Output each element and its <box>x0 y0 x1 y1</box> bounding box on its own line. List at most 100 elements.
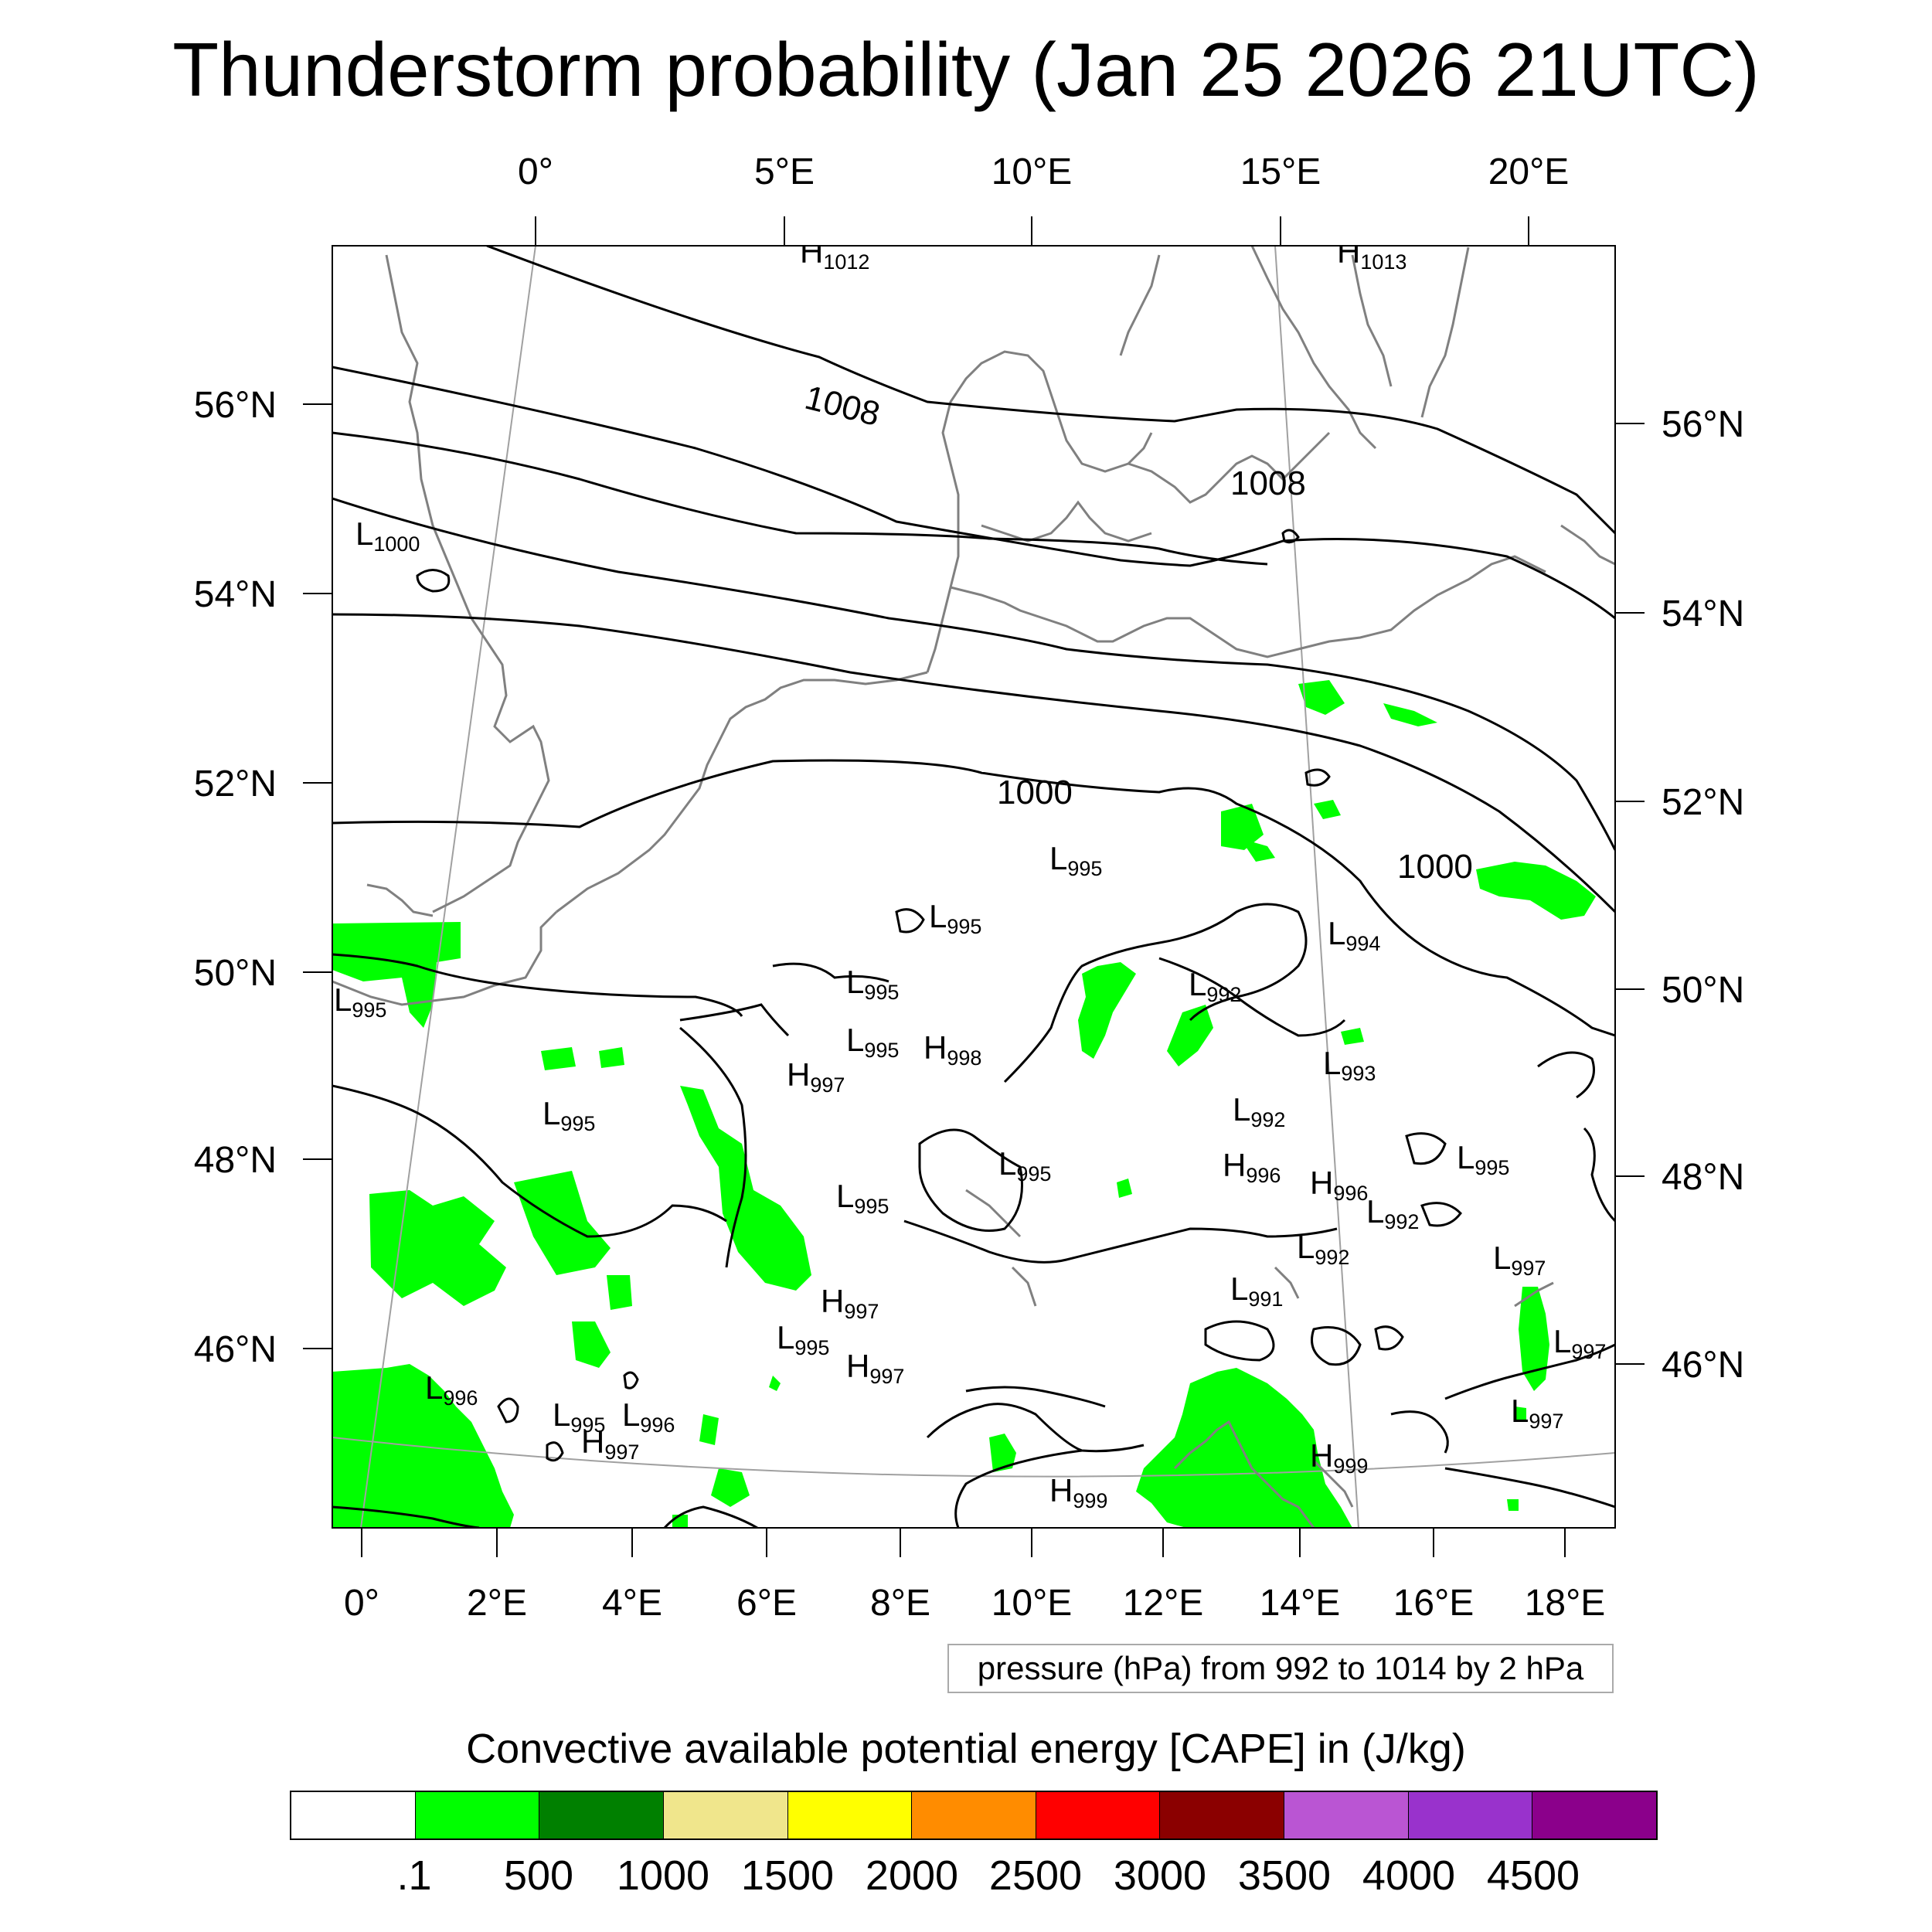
pressure-center-label: L994 <box>1328 915 1380 955</box>
pressure-center-label: L995 <box>846 1022 899 1062</box>
pressure-center-label: H1012 <box>800 233 869 274</box>
colorbar-box <box>291 1792 416 1838</box>
left-lat-label: 48°N <box>194 1140 277 1181</box>
pressure-center-label: L992 <box>1189 966 1241 1006</box>
pressure-center-label: L996 <box>425 1369 478 1410</box>
top-lon-label: 0° <box>518 151 553 192</box>
colorbar-box <box>1532 1792 1657 1838</box>
pressure-center-label: L995 <box>777 1319 829 1359</box>
pressure-center-label: L995 <box>836 1178 889 1218</box>
bottom-lon-label: 6°E <box>736 1583 797 1624</box>
colorbar-label: 2500 <box>988 1852 1083 1899</box>
isobar-label: 1000 <box>1397 848 1473 886</box>
colorbar-label: 1000 <box>616 1852 710 1899</box>
left-lat-label: 54°N <box>194 574 277 615</box>
isobar-label: 1008 <box>1230 464 1306 502</box>
pressure-center-label: L1000 <box>355 515 420 556</box>
bottom-lon-label: 10°E <box>992 1583 1073 1624</box>
pressure-center-label: L995 <box>1457 1139 1509 1179</box>
pressure-center-label: L995 <box>998 1145 1051 1185</box>
left-latitude-labels: 56°N 54°N 52°N 50°N 48°N 46°N <box>194 385 277 1370</box>
colorbar-label: 1500 <box>740 1852 835 1899</box>
bottom-lon-label: 8°E <box>870 1583 930 1624</box>
isobar-label: 1000 <box>997 774 1073 811</box>
page-title: Thunderstorm probability (Jan 25 2026 21… <box>172 27 1760 112</box>
cape-shading <box>332 680 1596 1528</box>
pressure-center-label: H999 <box>1049 1472 1107 1512</box>
top-lon-label: 20°E <box>1488 151 1570 192</box>
contour-info-label: pressure (hPa) from 992 to 1014 by 2 hPa <box>947 1644 1614 1693</box>
pressure-center-label: L997 <box>1511 1393 1563 1433</box>
top-longitude-labels: 0° 5°E 10°E 15°E 20°E <box>518 151 1569 192</box>
colorbar-box <box>539 1792 664 1838</box>
left-lat-label: 50°N <box>194 953 277 994</box>
colorbar <box>290 1791 1658 1840</box>
bottom-lon-label: 14°E <box>1260 1583 1341 1624</box>
right-lat-label: 50°N <box>1662 970 1744 1011</box>
left-lat-label: 56°N <box>194 385 277 426</box>
colorbar-box <box>415 1792 540 1838</box>
bottom-lon-label: 12°E <box>1123 1583 1204 1624</box>
top-lon-label: 10°E <box>992 151 1073 192</box>
colorbar-label: 3000 <box>1113 1852 1207 1899</box>
colorbar-box <box>1284 1792 1409 1838</box>
bottom-lon-label: 16°E <box>1393 1583 1475 1624</box>
bottom-lon-label: 2°E <box>467 1583 527 1624</box>
right-lat-label: 52°N <box>1662 782 1744 823</box>
pressure-center-label: L995 <box>846 964 899 1004</box>
pressure-center-label: L995 <box>1049 840 1102 880</box>
pressure-center-label: L991 <box>1230 1270 1283 1311</box>
colorbar-box <box>1160 1792 1285 1838</box>
pressure-center-label: H996 <box>1223 1147 1281 1187</box>
top-lon-label: 15°E <box>1240 151 1321 192</box>
pressure-center-label: L995 <box>334 981 386 1022</box>
pressure-center-label: L997 <box>1553 1323 1606 1363</box>
isobar-label: 1008 <box>801 379 884 434</box>
colorbar-label: 4500 <box>1486 1852 1580 1899</box>
isobars <box>332 246 1615 1528</box>
pressure-center-label: H997 <box>787 1056 845 1097</box>
colorbar-title: Convective available potential energy [C… <box>466 1726 1466 1772</box>
graticule <box>332 246 1615 1528</box>
colorbar-label: 2000 <box>865 1852 959 1899</box>
pressure-center-label: L995 <box>543 1095 595 1135</box>
top-lon-label: 5°E <box>754 151 815 192</box>
pressure-center-label: H997 <box>581 1423 639 1464</box>
map-frame <box>332 245 1616 1529</box>
right-lat-label: 46°N <box>1662 1345 1744 1386</box>
bottom-lon-label: 4°E <box>602 1583 662 1624</box>
pressure-center-label: H1013 <box>1337 233 1406 274</box>
pressure-centers: H1012 H1013 L1000 L995 L995 L994 L995 L9… <box>334 233 1606 1512</box>
right-lat-label: 54°N <box>1662 594 1744 634</box>
left-lat-label: 46°N <box>194 1329 277 1370</box>
pressure-center-label: H999 <box>1310 1437 1368 1478</box>
bottom-longitude-labels: 0° 2°E 4°E 6°E 8°E 10°E 12°E 14°E 16°E 1… <box>344 1583 1605 1624</box>
colorbar-box <box>663 1792 788 1838</box>
pressure-center-label: L995 <box>929 898 981 938</box>
right-lat-label: 48°N <box>1662 1157 1744 1198</box>
pressure-center-label: H996 <box>1310 1165 1368 1205</box>
right-lat-label: 56°N <box>1662 404 1744 445</box>
bottom-lon-label: 18°E <box>1525 1583 1606 1624</box>
colorbar-box <box>1036 1792 1161 1838</box>
colorbar-box <box>787 1792 913 1838</box>
colorbar-label: 500 <box>503 1852 574 1899</box>
colorbar-label: 3500 <box>1237 1852 1332 1899</box>
pressure-center-label: H998 <box>923 1029 981 1070</box>
pressure-center-label: L992 <box>1233 1091 1285 1131</box>
left-lat-label: 52°N <box>194 764 277 804</box>
bottom-lon-label: 0° <box>344 1583 379 1624</box>
pressure-center-label: L992 <box>1366 1193 1419 1233</box>
pressure-center-label: L992 <box>1297 1229 1349 1269</box>
pressure-center-label: L997 <box>1493 1240 1546 1280</box>
right-latitude-labels: 56°N 54°N 52°N 50°N 48°N 46°N <box>1662 404 1744 1386</box>
tick-marks <box>303 216 1645 1557</box>
colorbar-label: 4000 <box>1362 1852 1456 1899</box>
pressure-center-label: L993 <box>1323 1045 1376 1085</box>
colorbar-box <box>912 1792 1036 1838</box>
pressure-center-label: L996 <box>622 1396 675 1437</box>
colorbar-box <box>1408 1792 1533 1838</box>
pressure-center-label: H997 <box>846 1348 904 1388</box>
pressure-center-label: H997 <box>821 1283 879 1323</box>
